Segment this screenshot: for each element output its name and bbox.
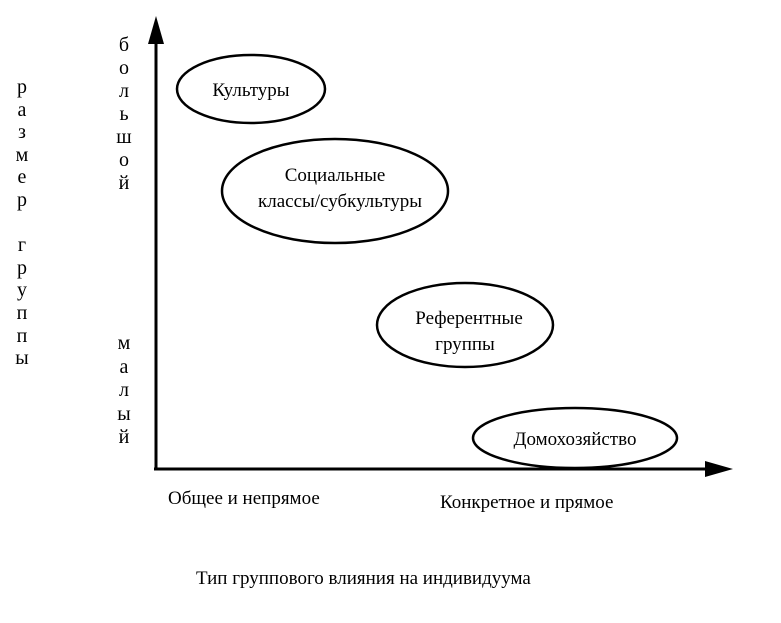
vertical-letter: п — [16, 324, 28, 347]
vertical-letter: р — [17, 76, 27, 98]
node-label-social-classes-line2: классы/субкультуры — [258, 191, 422, 212]
x-axis-right-label: Конкретное и прямое — [440, 492, 614, 513]
vertical-letter: з — [18, 121, 26, 144]
vertical-letter: м — [15, 143, 29, 166]
node-label-reference-groups-line2: группы — [435, 334, 495, 355]
vertical-letter: г — [17, 234, 27, 257]
vertical-letter: о — [119, 57, 129, 79]
x-axis-left-label: Общее и непрямое — [168, 488, 320, 509]
vertical-letter: л — [119, 80, 129, 102]
vertical-letter: а — [17, 98, 27, 121]
node-label-cultures: Культуры — [212, 80, 289, 101]
vertical-letter: е — [17, 166, 27, 189]
vertical-letter — [20, 212, 25, 235]
y-axis-arrowhead — [148, 16, 164, 44]
vertical-letter: р — [17, 256, 27, 279]
vertical-letter: й — [118, 426, 130, 448]
vertical-letter: у — [17, 279, 27, 302]
vertical-letter: м — [117, 332, 131, 354]
ellipse-social-classes — [220, 137, 450, 245]
vertical-letter: ы — [117, 402, 131, 425]
node-label-reference-groups-line1: Референтные — [415, 308, 523, 329]
vertical-letter: ы — [15, 347, 29, 370]
ellipse-reference-groups — [375, 281, 555, 369]
vertical-letter: л — [119, 379, 129, 401]
ellipse-cultures — [175, 53, 327, 125]
vertical-letter: п — [16, 301, 28, 324]
vertical-letter: р — [17, 188, 27, 211]
vertical-letter: ь — [119, 103, 129, 125]
vertical-letter: б — [118, 34, 130, 56]
vertical-letter: ш — [116, 126, 132, 148]
vertical-letter: а — [119, 355, 129, 378]
x-axis-title: Тип группового влияния на индивидуума — [196, 568, 531, 589]
node-label-social-classes-line1: Социальные — [285, 165, 386, 186]
vertical-letter: о — [119, 149, 129, 171]
vertical-letter: й — [118, 172, 130, 194]
ellipse-household — [471, 406, 679, 470]
x-axis-arrowhead — [705, 461, 733, 477]
node-label-household: Домохозяйство — [514, 429, 637, 450]
